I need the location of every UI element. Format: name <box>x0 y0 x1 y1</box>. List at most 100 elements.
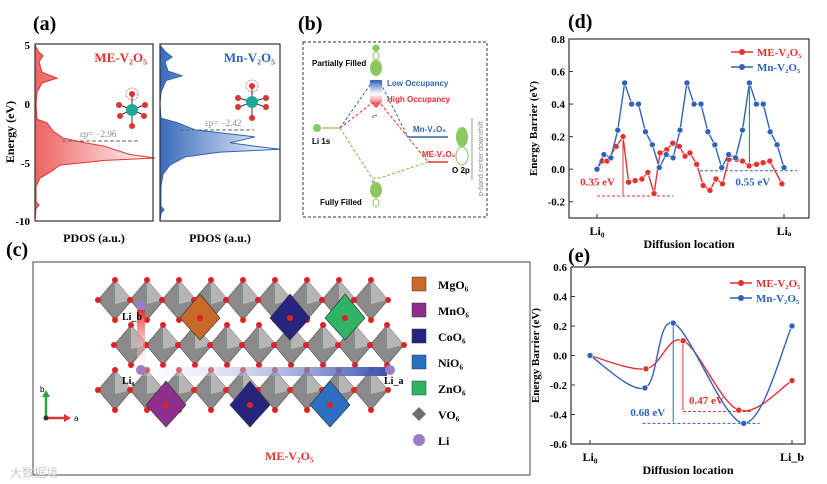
bonding-connector <box>339 127 429 179</box>
barrier-label-me: 0.47 eV <box>689 395 724 407</box>
x-tick-label: Li_b <box>780 450 804 464</box>
data-point <box>641 384 649 392</box>
data-point <box>746 79 753 87</box>
me-level-label: ME-V₂O₅ <box>422 150 456 159</box>
chart-d: 0.8 0.6 0.4 0.2 0.0 -0.2 Li₀ Liₐ Diffusion locat… <box>528 34 810 251</box>
sigma-label: σ <box>372 180 375 185</box>
mn-connector <box>339 81 409 138</box>
pdos-frame-left <box>34 43 154 222</box>
y-tick-label: 0.6 <box>551 67 565 79</box>
oxygen-atom <box>223 387 229 393</box>
y-tick-label: 0.0 <box>553 351 567 363</box>
watermark: 大数据境 <box>10 465 58 480</box>
panel-label-a: (a) <box>33 13 56 35</box>
legend-marker <box>739 49 745 55</box>
oxygen-atom <box>342 315 348 321</box>
data-point <box>669 319 677 327</box>
axis-b-label: b <box>40 385 45 394</box>
oxygen-atom <box>320 322 326 328</box>
y-axis-label: Energy Barrier (eV) <box>528 81 540 176</box>
high-occupancy-label: High Occupancy <box>387 95 451 104</box>
x-axis-label: Diffusion location <box>643 237 734 251</box>
data-point <box>699 182 707 189</box>
data-point <box>679 337 687 345</box>
li-path-b-arrow <box>137 310 145 368</box>
data-point <box>735 406 742 414</box>
vo6-facet <box>211 280 228 304</box>
x-tick-label: Li₀ <box>583 450 598 464</box>
axis-a-label: a <box>74 414 79 423</box>
downshift-label: p-band center downshift <box>478 121 485 196</box>
data-point <box>669 154 677 162</box>
vo6-molecule-icon <box>235 79 269 121</box>
oxygen-atom <box>240 277 246 283</box>
data-point <box>635 100 642 108</box>
data-point <box>642 128 649 136</box>
data-point <box>732 154 739 162</box>
data-point <box>649 141 656 149</box>
vo6-facet <box>115 280 132 304</box>
y-tick: 0 <box>25 99 31 111</box>
oxygen-atom <box>255 297 261 303</box>
vo6-facet <box>323 325 340 349</box>
pdos-y-axis-label: Energy (eV) <box>3 101 17 163</box>
oxygen-atom <box>352 362 358 368</box>
oxygen-atom <box>319 297 325 303</box>
oxygen-atom <box>197 315 203 321</box>
barrier-label-me: 0.35 eV <box>580 176 615 188</box>
legend-label: CoO₆ <box>438 330 466 344</box>
oxygen-atom <box>336 277 342 283</box>
data-point <box>778 180 786 188</box>
data-point <box>780 164 788 171</box>
bonding-orbital-icon <box>370 182 382 208</box>
oxygen-atom <box>327 402 333 408</box>
orbital-diagram-frame <box>302 41 488 218</box>
barrier-label-mn: 0.68 eV <box>630 407 665 419</box>
legend-swatch <box>411 302 427 318</box>
y-tick-label: -0.4 <box>550 410 568 422</box>
legend-marker <box>738 295 744 301</box>
data-point <box>642 365 650 373</box>
data-point <box>759 100 767 108</box>
oxygen-atom <box>272 407 278 413</box>
data-point <box>656 149 664 157</box>
data-point <box>681 152 689 160</box>
oxygen-atom <box>112 277 118 283</box>
panel-label-e: (e) <box>568 245 590 267</box>
legend-label: Mn-V₂O₅ <box>756 293 800 305</box>
oxygen-atom <box>335 342 341 348</box>
data-point <box>631 177 639 184</box>
data-point <box>725 151 732 158</box>
li-1s-label: Li 1s <box>312 137 331 146</box>
data-point <box>650 190 658 197</box>
li-atom-icon <box>385 365 395 375</box>
data-point <box>607 154 615 162</box>
vo6-facet <box>243 280 260 304</box>
legend-swatch <box>411 354 427 370</box>
oxygen-atom <box>112 317 118 323</box>
legend-label: ME-V₂O₅ <box>757 47 802 59</box>
series-line <box>589 322 793 425</box>
data-point <box>711 141 719 149</box>
ep-label-mn: εp= −2.42 <box>205 118 241 128</box>
axis-indicator: b a <box>40 385 79 423</box>
panel-label-c: (c) <box>6 239 28 261</box>
panel-d: (d) 0.8 0.6 0.4 0.2 0.0 -0.2 Li₀ Liₐ Diffusion l… <box>528 11 810 251</box>
panel-e: (e) 0.6 0.4 0.2 0.0 -0.2 -0.4 -0.6 Li₀ Li_b Diffu… <box>530 245 806 477</box>
data-point <box>745 162 753 170</box>
oxygen-atom <box>223 297 229 303</box>
data-point <box>586 352 594 359</box>
legend-swatch <box>411 380 427 396</box>
oxygen-atom <box>95 387 101 393</box>
li0-label: Li₀ <box>122 376 134 387</box>
data-point <box>683 79 691 87</box>
data-point <box>690 100 698 108</box>
oxygen-atom <box>367 342 373 348</box>
data-point <box>628 100 635 108</box>
vo6-facet <box>163 325 180 349</box>
oxygen-atom <box>224 322 230 328</box>
panel-label-b: (b) <box>298 13 322 35</box>
oxygen-atom <box>384 322 390 328</box>
y-tick-label: 0.4 <box>551 99 565 111</box>
mn-level-label: Mn-V₂O₅ <box>413 125 446 134</box>
